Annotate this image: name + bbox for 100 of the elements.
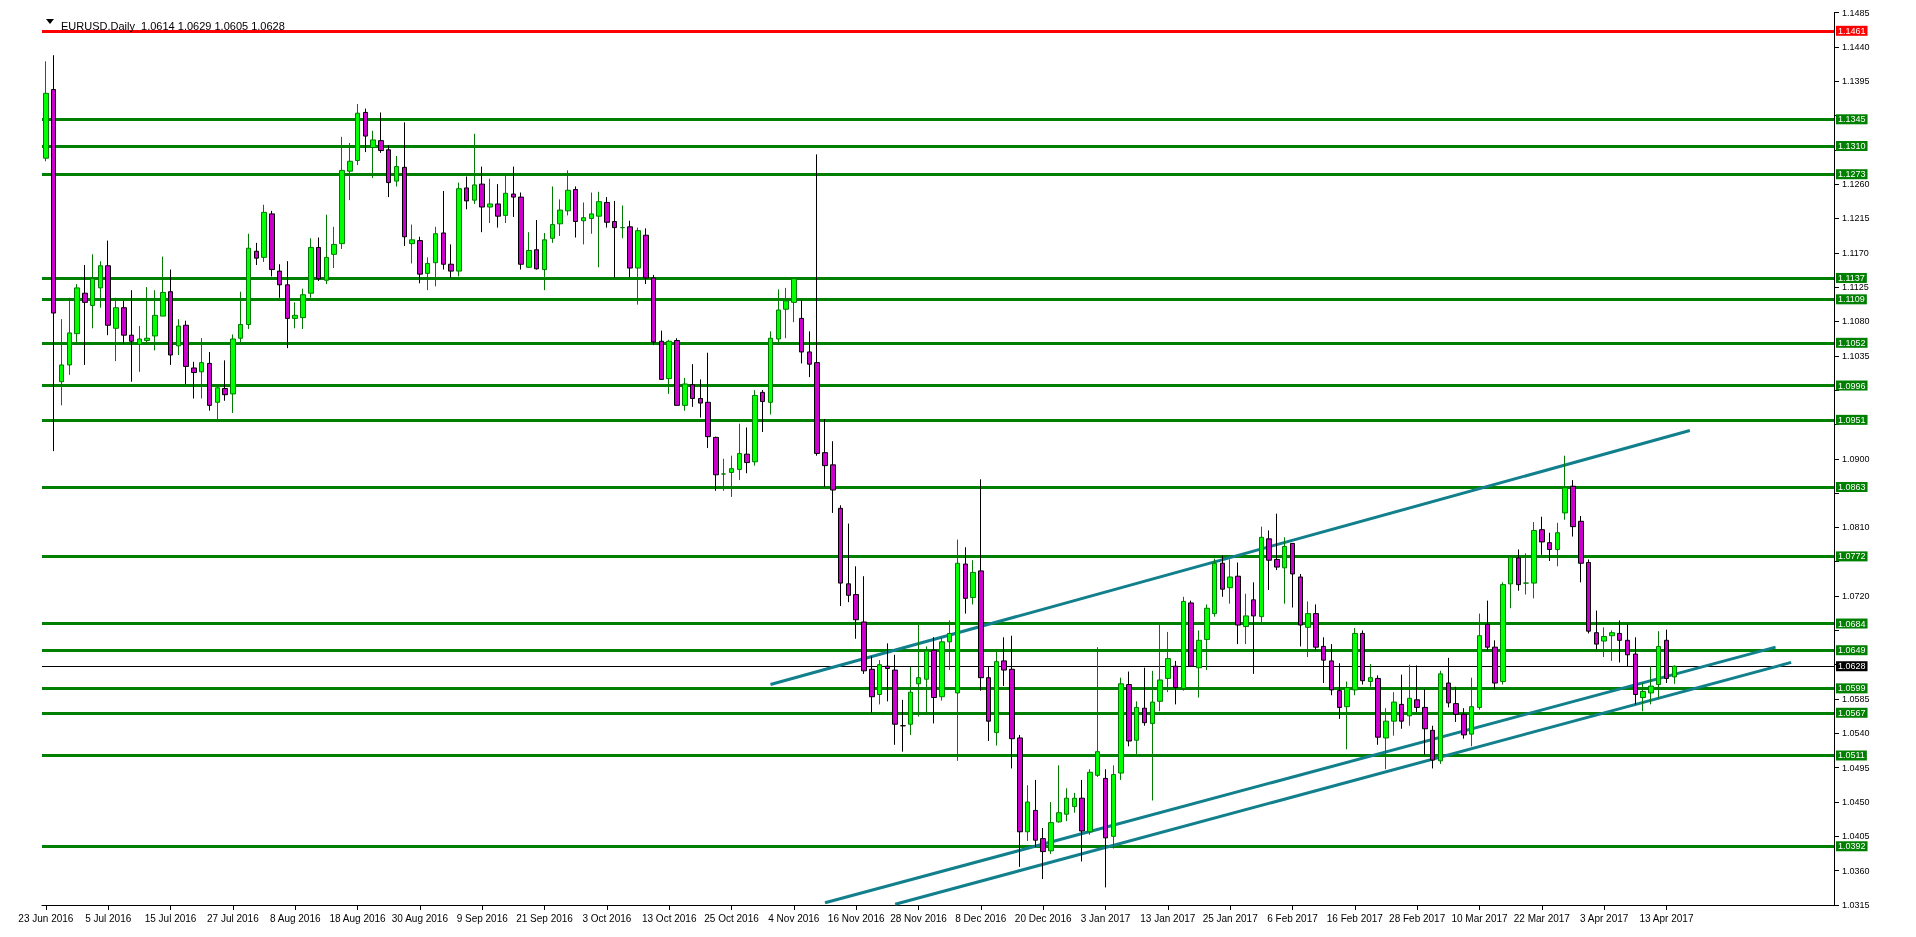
candlestick <box>698 378 703 419</box>
candlestick <box>620 204 625 239</box>
candlestick <box>1017 734 1023 868</box>
candlestick <box>378 111 384 154</box>
ref-line-label: 1.1052 <box>1838 337 1866 348</box>
candlestick <box>129 289 134 383</box>
y-tick-label: 1.1215 <box>1842 213 1870 224</box>
candlestick <box>1461 707 1467 740</box>
x-tick-label: 9 Sep 2016 <box>456 912 509 924</box>
x-tick-label: 5 Jul 2016 <box>85 912 132 924</box>
candlestick <box>409 224 415 264</box>
candlestick <box>1547 532 1552 562</box>
candlestick <box>441 190 446 271</box>
x-tick-label: 25 Jan 2017 <box>1202 912 1259 924</box>
candlestick <box>963 546 968 615</box>
y-tick-label: 1.0900 <box>1842 453 1870 464</box>
candlestick <box>464 176 469 210</box>
candlestick <box>573 185 578 239</box>
y-tick-label: 1.1035 <box>1842 350 1870 361</box>
x-tick-label: 16 Nov 2016 <box>827 912 885 924</box>
ref-line-label: 1.0684 <box>1838 618 1866 629</box>
x-tick-label: 13 Apr 2017 <box>1639 912 1694 924</box>
candlestick <box>1227 558 1233 605</box>
candlestick <box>534 219 539 271</box>
ref-line-label: 1.0628 <box>1838 661 1866 672</box>
x-tick-label: 6 Feb 2017 <box>1267 912 1319 924</box>
candlestick <box>830 440 836 514</box>
candlestick <box>1516 549 1521 592</box>
candlestick <box>1578 515 1584 583</box>
text: EURUSD.Daily 1.0614 1.0629 1.0605 1.0628 <box>61 19 285 32</box>
candlestick <box>822 418 828 488</box>
candlestick <box>254 242 259 266</box>
candlestick <box>285 260 290 349</box>
x-tick-label: 27 Jul 2016 <box>207 912 260 924</box>
ref-line-label: 1.0392 <box>1838 841 1866 852</box>
candlestick <box>853 565 859 640</box>
x-tick-label: 15 Jul 2016 <box>144 912 197 924</box>
candlestick <box>674 337 680 406</box>
candlestick <box>331 226 337 269</box>
x-tick-label: 13 Jan 2017 <box>1140 912 1196 924</box>
candlestick <box>846 523 851 603</box>
x-tick-label: 28 Feb 2017 <box>1389 912 1446 924</box>
y-tick-label: 1.0540 <box>1842 728 1870 739</box>
ref-line-label: 1.0649 <box>1838 645 1866 656</box>
candlestick <box>705 352 711 449</box>
candlestick <box>448 243 454 279</box>
candlestick <box>1375 674 1381 746</box>
candlestick <box>612 200 617 279</box>
x-tick-label: 3 Oct 2016 <box>582 912 632 924</box>
ref-line-label: 1.1310 <box>1838 140 1866 151</box>
candlestick <box>105 240 111 336</box>
ref-line-label: 1.0951 <box>1838 414 1866 425</box>
candlestick <box>402 121 407 247</box>
x-tick-label: 30 Aug 2016 <box>391 912 449 924</box>
x-tick-label: 23 Jun 2016 <box>18 912 74 924</box>
candlestick <box>363 108 368 153</box>
candlestick <box>970 559 976 605</box>
candlestick <box>1298 573 1303 647</box>
candlestick <box>1617 619 1622 663</box>
candlestick <box>1087 768 1093 836</box>
candlestick <box>799 299 804 364</box>
candlestick <box>82 264 88 366</box>
x-tick-label: 28 Nov 2016 <box>890 912 948 924</box>
candlestick <box>479 166 485 233</box>
candlestick <box>277 263 282 299</box>
candlestick <box>1220 555 1225 598</box>
x-tick-label: 3 Jan 2017 <box>1080 912 1131 924</box>
candlestick <box>1064 787 1069 822</box>
candlestick <box>744 426 750 474</box>
y-tick-label: 1.0405 <box>1842 831 1870 842</box>
x-tick-label: 8 Aug 2016 <box>269 912 321 924</box>
candlestick <box>1399 674 1404 730</box>
candlestick <box>1672 664 1677 685</box>
candlestick <box>627 220 633 278</box>
x-tick-label: 10 Mar 2017 <box>1451 912 1508 924</box>
y-tick-label: 1.1125 <box>1842 282 1869 293</box>
candlestick <box>417 236 423 284</box>
candlestick <box>269 210 275 277</box>
ref-line-label: 1.0996 <box>1838 380 1866 391</box>
y-tick-label: 1.0315 <box>1842 900 1870 910</box>
y-tick-label: 1.1170 <box>1842 247 1869 258</box>
candlestick <box>1453 686 1459 723</box>
candlestick <box>207 351 212 412</box>
candlestick <box>1274 513 1280 571</box>
candlestick <box>526 231 532 269</box>
ref-line-label: 1.1461 <box>1838 25 1866 36</box>
candlestick <box>1103 768 1108 888</box>
candlestick <box>121 300 127 345</box>
candlestick <box>1430 725 1435 769</box>
candlestick <box>1040 827 1046 880</box>
candlestick <box>1056 764 1062 824</box>
candlestick <box>51 54 56 452</box>
candlestick <box>690 363 695 408</box>
candlestick <box>814 153 820 457</box>
x-tick-label: 3 Apr 2017 <box>1579 912 1629 924</box>
candlestick <box>1594 610 1599 650</box>
candlestick <box>316 237 321 282</box>
x-tick-label: 21 Sep 2016 <box>516 912 574 924</box>
candlestick <box>1079 779 1085 863</box>
candlestick <box>1570 479 1576 538</box>
